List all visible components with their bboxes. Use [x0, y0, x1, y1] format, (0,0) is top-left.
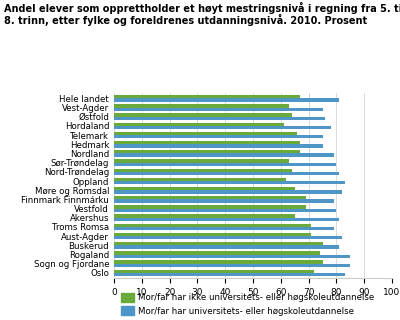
Bar: [114, 108, 322, 111]
Legend: Mor/far har ikke universitets- eller høgskoleutdannelse, Mor/far har universitet: Mor/far har ikke universitets- eller høg…: [121, 293, 375, 316]
Bar: [114, 254, 350, 258]
Bar: [114, 98, 339, 102]
Bar: [114, 205, 306, 209]
Bar: [114, 233, 311, 236]
Bar: [114, 181, 345, 184]
Bar: [114, 169, 292, 172]
Bar: [114, 251, 320, 254]
Bar: [114, 214, 295, 218]
Bar: [114, 236, 342, 239]
Bar: [114, 190, 342, 194]
Bar: [114, 273, 345, 276]
Bar: [114, 178, 286, 181]
Bar: [114, 150, 300, 154]
Bar: [114, 123, 284, 126]
Bar: [114, 159, 289, 163]
Bar: [114, 224, 311, 227]
Bar: [114, 163, 336, 166]
Bar: [114, 117, 325, 120]
Bar: [114, 144, 322, 148]
Bar: [114, 95, 300, 98]
Bar: [114, 135, 322, 138]
Bar: [114, 260, 322, 264]
Bar: [114, 172, 339, 175]
Bar: [114, 245, 339, 249]
Bar: [114, 264, 350, 267]
Text: 8. trinn, etter fylke og foreldrenes utdanningsnivå. 2010. Prosent: 8. trinn, etter fylke og foreldrenes utd…: [4, 14, 367, 27]
Text: Andel elever som opprettholder et høyt mestringsnivå i regning fra 5. til: Andel elever som opprettholder et høyt m…: [4, 2, 400, 14]
Bar: [114, 154, 334, 157]
Bar: [114, 199, 334, 203]
Bar: [114, 242, 322, 245]
Bar: [114, 187, 295, 190]
Bar: [114, 227, 334, 230]
Bar: [114, 113, 292, 117]
Bar: [114, 126, 331, 129]
Bar: [114, 269, 314, 273]
Bar: [114, 218, 339, 221]
Bar: [114, 104, 289, 108]
Bar: [114, 132, 298, 135]
Bar: [114, 196, 306, 199]
Bar: [114, 209, 336, 212]
Bar: [114, 141, 300, 144]
